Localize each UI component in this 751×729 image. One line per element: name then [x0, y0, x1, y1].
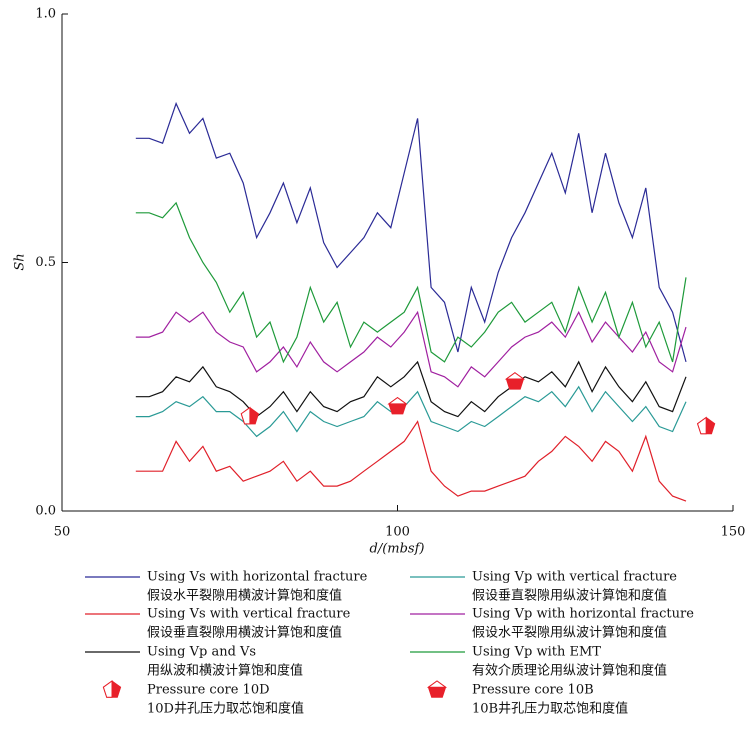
x-axis-label: d/(mbsf) [370, 542, 425, 557]
marker-top [426, 680, 448, 688]
legend-label: Using Vs with vertical fracture [147, 607, 351, 622]
series-line [135, 310, 687, 388]
y-tick-label: 1.0 [35, 7, 56, 22]
legend-label: Using Vp with horizontal fracture [472, 607, 694, 622]
y-axis-label: Sh [13, 253, 28, 270]
y-tick-label: 0.5 [35, 255, 56, 270]
marker-half [102, 680, 113, 698]
marker-half [240, 406, 251, 425]
legend-label-zh: 假设水平裂隙用横波计算饱和度值 [147, 588, 342, 604]
legend-label-zh: 假设垂直裂隙用纵波计算饱和度值 [472, 588, 667, 604]
legend-label-zh: 假设水平裂隙用纵波计算饱和度值 [472, 625, 667, 641]
marker-half [696, 416, 707, 435]
marker-top [504, 372, 526, 380]
legend-label: Using Vp with EMT [472, 645, 601, 660]
legend-label-zh: 10B井孔压力取芯饱和度值 [472, 701, 628, 717]
legend-label: Using Vs with horizontal fracture [147, 570, 368, 585]
legend-label: Pressure core 10B [472, 683, 594, 698]
series-line [135, 360, 687, 418]
y-tick-label: 0.0 [35, 504, 56, 519]
x-tick-label: 150 [721, 525, 746, 540]
series-line [135, 101, 687, 363]
x-tick-label: 50 [54, 525, 71, 540]
series-line [135, 420, 687, 502]
legend-label-zh: 假设垂直裂隙用横波计算饱和度值 [147, 625, 342, 641]
series-line [135, 201, 687, 364]
legend-label: Using Vp with vertical fracture [472, 570, 677, 585]
legend-label: Using Vp and Vs [147, 645, 256, 660]
legend-label-zh: 有效介质理论用纵波计算饱和度值 [472, 663, 667, 679]
marker-top [387, 397, 408, 405]
legend-label: Pressure core 10D [147, 683, 270, 698]
x-tick-label: 100 [385, 525, 410, 540]
legend-label-zh: 10D井孔压力取芯饱和度值 [147, 701, 304, 717]
legend-label-zh: 用纵波和横波计算饱和度值 [147, 663, 303, 679]
series-line [135, 385, 687, 438]
